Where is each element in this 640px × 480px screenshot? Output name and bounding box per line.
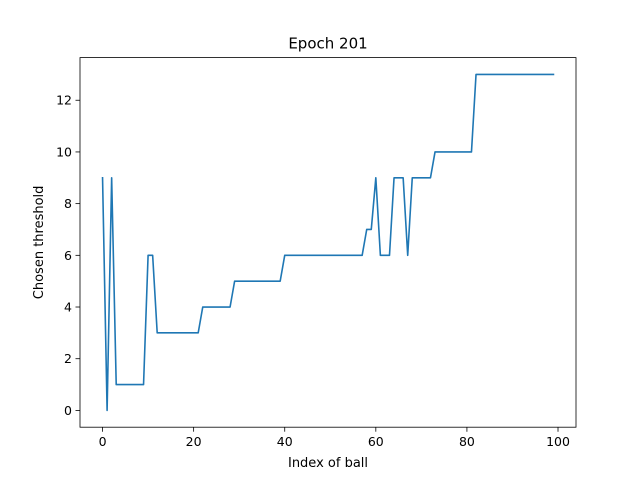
x-tick-label: 60: [368, 434, 384, 449]
x-axis: 0 20 40 60 80 100: [99, 427, 570, 449]
x-tick-label: 20: [186, 434, 202, 449]
x-axis-label: Index of ball: [288, 456, 368, 471]
x-tick-label: 40: [277, 434, 293, 449]
y-tick-label: 12: [56, 93, 72, 108]
series-line: [101, 73, 555, 412]
y-tick-label: 0: [64, 403, 72, 418]
y-tick-label: 2: [64, 351, 72, 366]
x-tick-label: 100: [546, 434, 570, 449]
y-tick-label: 10: [56, 144, 72, 159]
plot-frame: [79, 57, 577, 428]
x-tick-label: 80: [459, 434, 475, 449]
y-tick-label: 4: [64, 300, 72, 315]
y-tick-label: 6: [64, 248, 72, 263]
chart-title: Epoch 201: [288, 35, 367, 53]
y-axis: 0 2 4 6 8 10 12: [56, 93, 80, 418]
y-tick-label: 8: [64, 196, 72, 211]
x-tick-label: 0: [99, 434, 107, 449]
y-axis-label: Chosen threshold: [32, 186, 47, 300]
plot-layer: [101, 73, 555, 412]
